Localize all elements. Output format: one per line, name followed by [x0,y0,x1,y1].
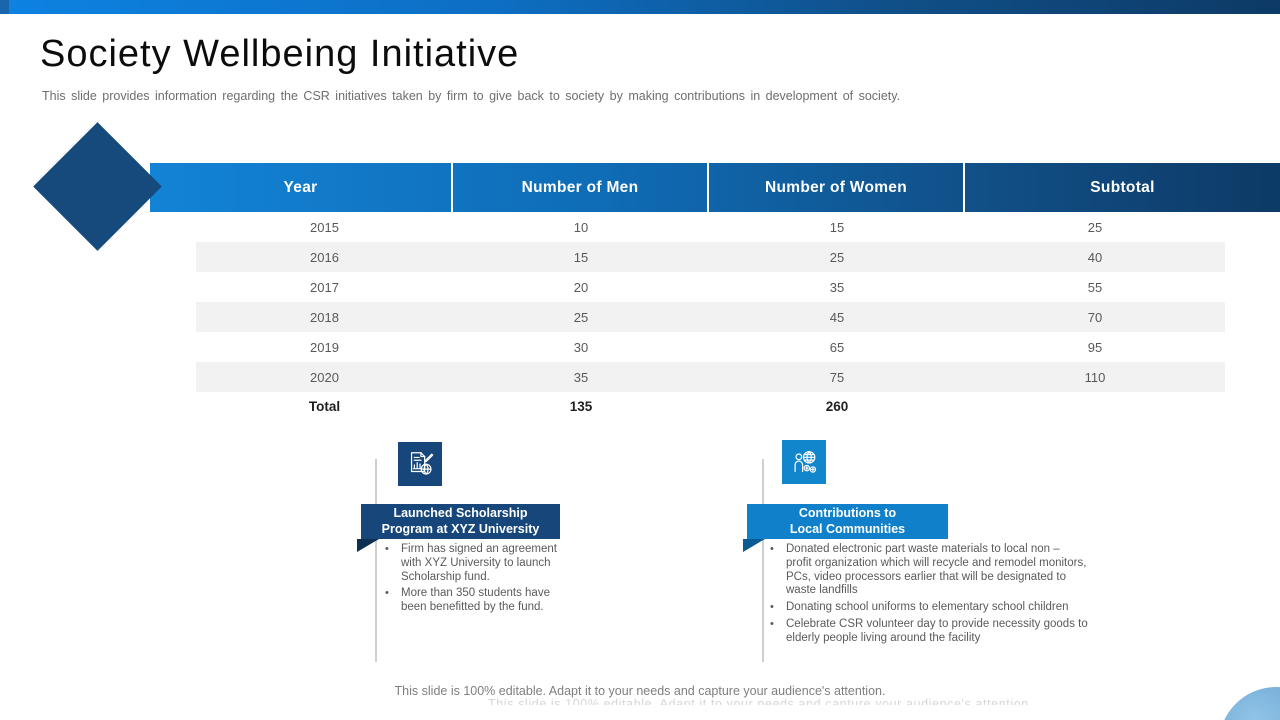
cell-women: 15 [829,219,845,235]
bullet-item: Firm has signed an agreement with XYZ Un… [381,543,571,584]
callout-banner: Contributions to Local Communities [747,504,948,539]
footer-note-ghost: This slide is 100% editable. Adapt it to… [488,697,1033,705]
table-header-row: Year Number of Men Number of Women Subto… [150,163,1280,212]
cell-men: 35 [573,369,589,385]
table-row: 2016 15 25 40 [196,242,1225,272]
table-row: 2017 20 35 55 [196,272,1225,302]
table-row: 2020 35 75 110 [196,362,1225,392]
cell-year: 2019 [310,339,339,355]
table-row: 2018 25 45 70 [196,302,1225,332]
total-label: Total [308,399,341,414]
cell-women: 65 [829,339,845,355]
top-accent-notch [0,0,9,14]
callout-bullet-list: Firm has signed an agreement with XYZ Un… [381,543,571,618]
cell-men: 10 [573,219,589,235]
total-men: 135 [569,399,593,414]
callout-banner: Launched Scholarship Program at XYZ Univ… [361,504,560,539]
cell-subtotal: 55 [1087,279,1103,295]
page-title: Society Wellbeing Initiative [40,33,520,75]
table-total-row: Total 135 260 [196,392,1225,421]
cell-subtotal: 70 [1087,309,1103,325]
top-accent-bar [0,0,1280,14]
table-row: 2015 10 15 25 [196,212,1225,242]
table-header-subtotal: Subtotal [1090,178,1155,196]
cell-subtotal: 40 [1087,249,1103,265]
bullet-item: More than 350 students have been benefit… [381,587,571,615]
cell-year: 2020 [310,369,339,385]
cell-men: 25 [573,309,589,325]
bullet-item: Donating school uniforms to elementary s… [766,601,1088,615]
bullet-item: Celebrate CSR volunteer day to provide n… [766,618,1088,646]
cell-men: 20 [573,279,589,295]
community-globe-icon [782,440,826,484]
total-women: 260 [825,399,849,414]
diamond-accent-shape [33,122,162,251]
table-header-men: Number of Men [453,163,709,212]
callout-bullet-list: Donated electronic part waste materials … [766,543,1088,649]
bullet-item: Donated electronic part waste materials … [766,543,1088,598]
cell-year: 2015 [310,219,339,235]
callout-connector-line [762,459,764,662]
table-body: 2015 10 15 25 2016 15 25 40 2017 20 35 5… [196,212,1225,421]
table-header-year: Year [150,163,453,212]
table-header-women: Number of Women [709,163,965,212]
scholarship-report-icon [398,442,442,486]
callout-connector-line [375,459,377,662]
page-subtitle: This slide provides information regardin… [42,89,901,103]
footer-note: This slide is 100% editable. Adapt it to… [394,684,886,698]
table-row: 2019 30 65 95 [196,332,1225,362]
cell-subtotal: 25 [1087,219,1103,235]
cell-women: 75 [829,369,845,385]
cell-men: 30 [573,339,589,355]
cell-subtotal: 95 [1087,339,1103,355]
cell-year: 2016 [310,249,339,265]
cell-women: 25 [829,249,845,265]
cell-women: 35 [829,279,845,295]
cell-subtotal: 110 [1084,369,1106,385]
cell-year: 2017 [310,279,339,295]
cell-men: 15 [573,249,589,265]
cell-year: 2018 [310,309,339,325]
cell-women: 45 [829,309,845,325]
